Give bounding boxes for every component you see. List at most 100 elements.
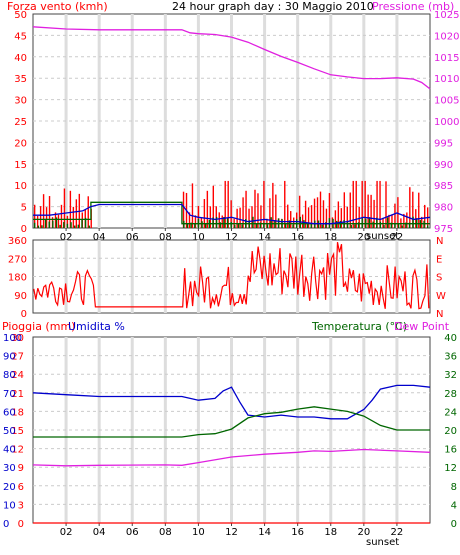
temperature-tick-label: 24 xyxy=(444,407,457,418)
rain-tick-label: 9 xyxy=(18,463,24,474)
x-tick-label: 14 xyxy=(258,232,271,243)
x-tick-label: 08 xyxy=(159,232,172,243)
humidity-tick-label: 50 xyxy=(3,426,16,437)
pressure-tick-label: 1000 xyxy=(434,117,459,128)
pressure-tick-label: 1010 xyxy=(434,74,459,85)
x-tick-label: 22 xyxy=(391,527,404,538)
wind-tick-label: 5 xyxy=(21,203,27,214)
hour-band xyxy=(196,14,200,228)
chart-title: 24 hour graph day : 30 Maggio 2010 xyxy=(172,0,374,13)
hour-band xyxy=(395,240,399,313)
hour-band xyxy=(263,14,267,228)
rain-tick-label: 21 xyxy=(11,389,24,400)
compass-tick-label: W xyxy=(436,291,446,302)
temperature-axis-title: Temperatura (°C) xyxy=(311,320,407,333)
pressure-axis-title: Pressione (mb) xyxy=(372,0,454,13)
x-tick-label: 02 xyxy=(60,232,73,243)
wind-tick-label: 35 xyxy=(14,74,27,85)
wind-tick-label: 50 xyxy=(14,10,27,21)
compass-tick-label: E xyxy=(436,254,442,265)
temperature-tick-label: 16 xyxy=(444,445,457,456)
direction-tick-label: 270 xyxy=(8,254,27,265)
pressure-tick-label: 985 xyxy=(434,181,453,192)
x-tick-label: 10 xyxy=(192,527,205,538)
pressure-tick-label: 995 xyxy=(434,138,453,149)
direction-tick-label: 0 xyxy=(21,309,27,320)
rain-tick-label: 27 xyxy=(11,352,24,363)
temperature-line xyxy=(33,406,430,438)
x-tick-label: 12 xyxy=(225,527,238,538)
x-tick-label: 12 xyxy=(225,232,238,243)
humidity-axis-title: Umidita % xyxy=(68,320,125,333)
x-tick-label: 18 xyxy=(324,527,337,538)
rain-tick-label: 12 xyxy=(11,445,24,456)
wind-tick-label: 40 xyxy=(14,53,27,64)
x-tick-label: 02 xyxy=(60,527,73,538)
temperature-tick-label: 36 xyxy=(444,352,457,363)
x-tick-label: 16 xyxy=(291,527,304,538)
x-tick-label: 06 xyxy=(126,232,139,243)
pressure-tick-label: 1015 xyxy=(434,53,459,64)
direction-tick-label: 90 xyxy=(14,291,27,302)
wind-speed-line xyxy=(33,203,431,225)
x-tick-label: 14 xyxy=(258,527,271,538)
x-tick-label: 10 xyxy=(192,232,205,243)
dewpoint-line xyxy=(32,448,431,467)
rain-axis-title: Pioggia (mm) xyxy=(2,320,75,333)
humidity-tick-label: 70 xyxy=(3,389,16,400)
x-tick-label: 18 xyxy=(324,232,337,243)
temperature-tick-label: 8 xyxy=(451,482,457,493)
hour-band xyxy=(395,14,399,228)
wind-tick-label: 10 xyxy=(14,181,27,192)
hour-band xyxy=(130,14,134,228)
pressure-tick-label: 1020 xyxy=(434,31,459,42)
wind-tick-label: 25 xyxy=(14,117,27,128)
wind-avg-line xyxy=(33,201,430,225)
rain-tick-label: 3 xyxy=(18,500,24,511)
pressure-tick-label: 990 xyxy=(434,160,453,171)
rain-tick-label: 0 xyxy=(18,519,24,530)
hour-band xyxy=(64,337,68,523)
temperature-tick-label: 0 xyxy=(451,519,457,530)
humidity-tick-label: 30 xyxy=(3,463,16,474)
compass-tick-label: N xyxy=(436,236,443,247)
direction-tick-label: 180 xyxy=(8,273,27,284)
rain-tick-label: 15 xyxy=(11,426,24,437)
humidity-tick-label: 40 xyxy=(3,445,16,456)
humidity-tick-label: 80 xyxy=(3,370,16,381)
hour-band xyxy=(329,14,333,228)
x-tick-label: 04 xyxy=(93,232,106,243)
humidity-line xyxy=(32,384,431,420)
wind-direction-line xyxy=(33,241,430,310)
humidity-tick-label: 100 xyxy=(3,333,22,344)
pressure-tick-label: 975 xyxy=(434,224,453,235)
pressure-line xyxy=(32,26,431,90)
rain-humidity-temperature-panel: 0369121518212427300102030405060708090100… xyxy=(3,333,457,538)
rain-tick-label: 6 xyxy=(18,482,24,493)
wind-tick-label: 45 xyxy=(14,31,27,42)
hour-band xyxy=(263,337,267,523)
hour-band xyxy=(130,240,134,313)
temperature-tick-label: 4 xyxy=(451,500,457,511)
temperature-tick-label: 20 xyxy=(444,426,457,437)
compass-tick-label: S xyxy=(436,273,442,284)
hour-band xyxy=(196,240,200,313)
hour-band xyxy=(130,337,134,523)
pressure-tick-label: 1025 xyxy=(434,10,459,21)
hour-band xyxy=(64,14,68,228)
humidity-tick-label: 90 xyxy=(3,352,16,363)
wind-axis-title: Forza vento (kmh) xyxy=(7,0,108,13)
temperature-tick-label: 40 xyxy=(444,333,457,344)
compass-tick-label: N xyxy=(436,309,443,320)
x-tick-label: 08 xyxy=(159,527,172,538)
x-tick-label: 16 xyxy=(291,232,304,243)
x-tick-label: 04 xyxy=(93,527,106,538)
humidity-tick-label: 10 xyxy=(3,500,16,511)
temperature-tick-label: 28 xyxy=(444,389,457,400)
humidity-tick-label: 60 xyxy=(3,407,16,418)
humidity-tick-label: 20 xyxy=(3,482,16,493)
humidity-tick-label: 0 xyxy=(3,519,9,530)
hour-band xyxy=(329,240,333,313)
